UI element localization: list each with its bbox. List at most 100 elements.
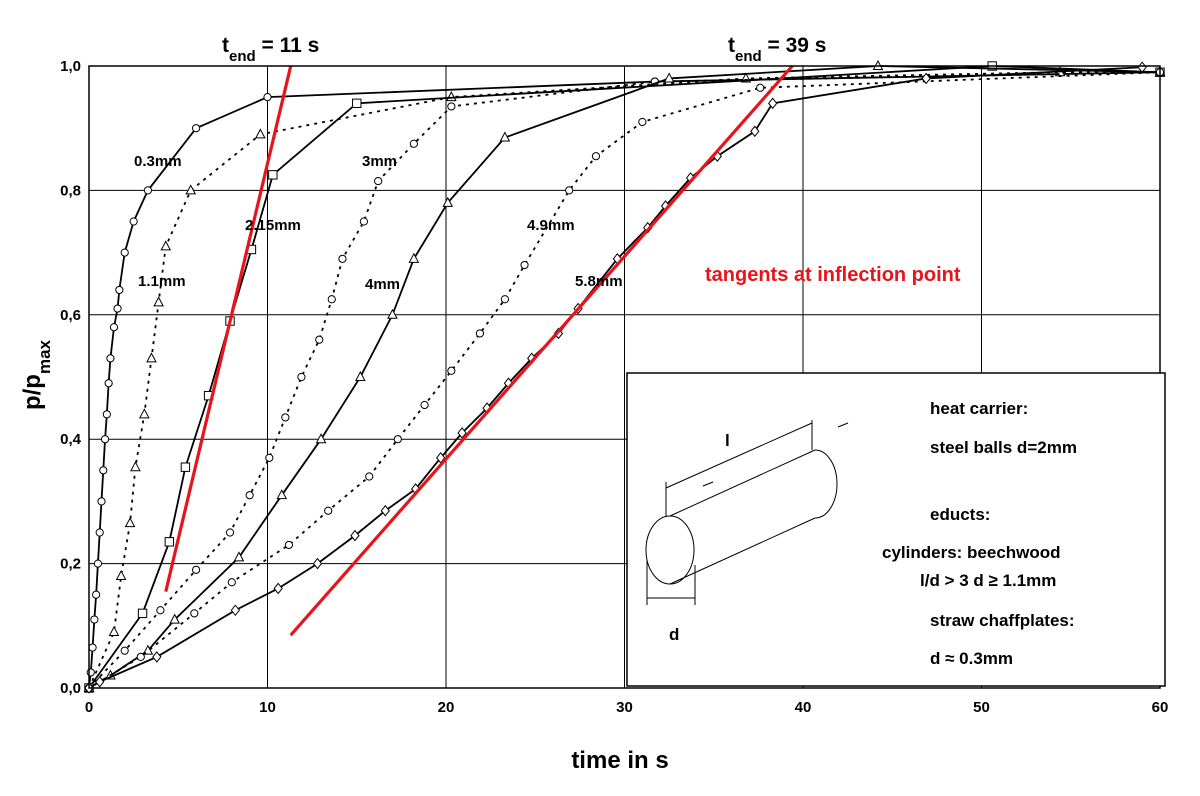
- data-point: [169, 613, 181, 624]
- cylinder-edge: [669, 449, 816, 517]
- data-point: [102, 410, 111, 419]
- x-tick-label: 0: [85, 699, 93, 716]
- data-point: [565, 186, 574, 195]
- data-point: [156, 606, 165, 615]
- series-label: 2.15mm: [245, 217, 301, 234]
- data-point: [97, 497, 106, 506]
- data-point: [663, 72, 675, 83]
- x-axis-label: time in s: [571, 747, 668, 774]
- series-label: 3mm: [362, 153, 397, 170]
- data-point: [338, 254, 347, 263]
- curves: [83, 59, 1166, 694]
- inset-line: cylinders: beechwood: [882, 543, 1061, 562]
- annotation: tend = 11 s: [222, 34, 319, 65]
- series-line: [88, 71, 1161, 689]
- cylinder-face: [645, 515, 695, 585]
- data-point: [297, 372, 306, 382]
- inset-box: [626, 372, 1166, 687]
- data-point: [263, 93, 272, 102]
- data-point: [268, 170, 278, 180]
- data-point: [129, 217, 138, 226]
- data-point: [352, 98, 362, 109]
- data-point: [124, 517, 136, 528]
- dimension-line: [665, 422, 813, 489]
- data-point: [409, 139, 418, 148]
- data-point: [143, 186, 153, 195]
- data-point: [447, 102, 456, 111]
- data-point: [265, 453, 274, 462]
- x-tick-label: 60: [1152, 699, 1169, 716]
- y-axis-label: p/pmax: [19, 339, 54, 410]
- data-point: [921, 72, 931, 85]
- labels: 0 10 20 30 40 50 60 0,0 0,2 0,4 0,6 0,8 1,0 0.3mm 1.1m…: [60, 58, 1168, 716]
- annotation-sub: end: [735, 48, 762, 65]
- data-point: [136, 652, 145, 662]
- data-point: [387, 308, 398, 319]
- data-point: [315, 433, 327, 444]
- series-label: 4.9mm: [527, 217, 575, 234]
- y-tick-label: 0,4: [60, 431, 82, 448]
- data-point: [95, 528, 104, 537]
- data-point: [93, 559, 103, 568]
- arrow: [837, 422, 849, 428]
- data-point: [153, 296, 164, 307]
- data-point: [120, 646, 129, 655]
- data-point: [192, 565, 201, 574]
- y-tick-label: 1,0: [60, 58, 81, 75]
- data-point: [591, 152, 601, 161]
- data-point: [324, 506, 333, 515]
- data-point: [192, 124, 201, 133]
- data-point: [315, 335, 324, 344]
- data-point: [499, 131, 511, 142]
- data-point: [180, 462, 191, 472]
- data-point: [92, 590, 101, 599]
- data-point: [137, 608, 148, 619]
- data-point: [139, 408, 150, 419]
- data-point: [104, 379, 113, 388]
- data-point: [100, 435, 110, 444]
- data-point: [108, 625, 120, 637]
- annotation-text: = 11 s: [256, 34, 320, 57]
- annotation: tend = 39 s: [728, 34, 826, 65]
- data-point: [185, 184, 197, 195]
- data-point: [276, 489, 288, 500]
- data-point: [281, 413, 290, 422]
- data-point: [442, 196, 454, 207]
- inset-text: heat carrier: steel balls d=2mm educts: cyl…: [882, 399, 1077, 668]
- data-point: [327, 295, 336, 304]
- data-point: [500, 295, 510, 304]
- cylinder-drawing: [645, 420, 849, 605]
- y-label-main: p/p: [19, 374, 46, 410]
- data-point: [284, 540, 294, 550]
- tangent-line: [289, 64, 794, 637]
- data-point: [756, 83, 765, 92]
- data-point: [365, 472, 374, 481]
- data-point: [354, 370, 366, 381]
- data-point: [227, 578, 236, 587]
- data-point: [447, 366, 456, 375]
- series-line: [88, 71, 1161, 689]
- series-label: 1.1mm: [138, 273, 186, 290]
- series-label: 5.8mm: [575, 273, 623, 290]
- x-tick-label: 10: [259, 699, 276, 716]
- data-point: [106, 354, 115, 363]
- data-point: [90, 615, 99, 624]
- data-point: [750, 125, 760, 138]
- arrow: [702, 481, 714, 487]
- data-point: [273, 582, 283, 595]
- data-point: [190, 609, 199, 618]
- annotation-base: t: [728, 34, 735, 57]
- data-point: [115, 285, 124, 295]
- data-point: [420, 400, 429, 410]
- data-point: [520, 260, 529, 270]
- data-point: [160, 240, 172, 251]
- y-tick-label: 0,8: [60, 182, 81, 199]
- data-point: [146, 352, 157, 363]
- y-tick-label: 0,2: [60, 556, 81, 573]
- data-point: [88, 643, 97, 652]
- inset-line: straw chaffplates:: [930, 611, 1075, 630]
- data-point: [312, 557, 323, 570]
- data-point: [408, 252, 420, 263]
- inset: l d heat carrier: steel balls d=2mm educts…: [626, 372, 1166, 687]
